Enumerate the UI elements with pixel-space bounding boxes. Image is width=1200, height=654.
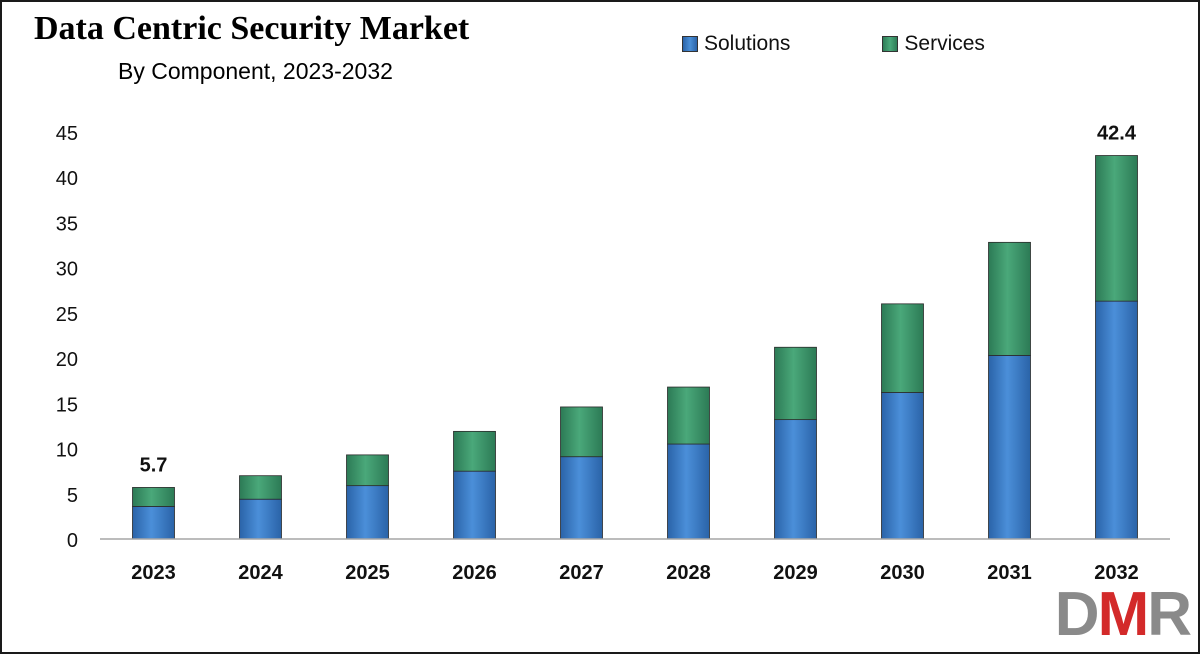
bar-solutions-2030	[881, 392, 924, 540]
legend-item-services: Services	[882, 32, 985, 56]
y-tick-label: 40	[56, 168, 78, 190]
legend-swatch-solutions	[682, 36, 698, 52]
chart-subtitle: By Component, 2023-2032	[118, 58, 393, 84]
chart-title: Data Centric Security Market	[34, 10, 470, 47]
bar-solutions-2026	[453, 470, 496, 540]
data-label-2032: 42.4	[1097, 123, 1137, 145]
bar-services-2025	[346, 454, 389, 487]
y-tick-label: 15	[56, 394, 78, 416]
bar-services-2031	[988, 241, 1031, 356]
legend: Solutions Services	[682, 32, 985, 56]
y-tick-label: 35	[56, 213, 78, 235]
x-axis: 2023 2024 2025 2026 2027 2028 2029 2030 2031 2032	[100, 538, 1170, 584]
y-tick-label: 45	[56, 123, 78, 145]
logo-letter-r: R	[1147, 580, 1192, 649]
bar-services-2023	[132, 487, 175, 507]
y-tick-label: 20	[56, 349, 78, 371]
bar-solutions-2032	[1095, 300, 1138, 540]
x-tick-label: 2024	[238, 562, 283, 584]
y-tick-label: 25	[56, 304, 78, 326]
y-tick-label: 5	[67, 485, 78, 507]
y-tick-label: 30	[56, 259, 78, 281]
bar-solutions-2024	[239, 498, 282, 540]
y-tick-label: 0	[67, 530, 78, 552]
bar-solutions-2028	[667, 443, 710, 540]
x-tick-label: 2031	[987, 562, 1032, 584]
y-axis: 0 5 10 15 20 25 30 35 40 45	[56, 123, 78, 552]
bars	[132, 155, 1138, 540]
bar-services-2028	[667, 386, 710, 445]
logo-letter-m: M	[1097, 580, 1150, 649]
x-tick-label: 2028	[666, 562, 711, 584]
data-label-2023: 5.7	[140, 454, 168, 476]
x-tick-label: 2032	[1094, 562, 1139, 584]
dmr-logo: DMR	[1055, 584, 1192, 646]
legend-swatch-services	[882, 36, 899, 52]
legend-label-services: Services	[904, 32, 985, 55]
x-tick-label: 2025	[345, 562, 390, 584]
bar-services-2027	[560, 406, 603, 458]
bar-solutions-2025	[346, 485, 389, 540]
legend-item-solutions: Solutions	[682, 32, 790, 56]
x-tick-label: 2029	[773, 562, 818, 584]
x-tick-label: 2026	[452, 562, 497, 584]
bar-services-2029	[774, 346, 817, 421]
x-tick-label: 2027	[559, 562, 604, 584]
bar-services-2032	[1095, 155, 1138, 302]
logo-letter-d: D	[1054, 580, 1100, 649]
bar-solutions-2029	[774, 419, 817, 540]
x-tick-label: 2030	[880, 562, 925, 584]
x-tick-label: 2023	[131, 562, 176, 584]
bar-services-2030	[881, 303, 924, 393]
y-tick-label: 10	[56, 440, 78, 462]
bar-services-2026	[453, 430, 496, 472]
bar-solutions-2027	[560, 456, 603, 540]
bar-solutions-2023	[132, 506, 175, 540]
bar-solutions-2031	[988, 354, 1031, 540]
data-labels: 5.7 42.4	[140, 123, 1137, 477]
legend-label-solutions: Solutions	[704, 32, 791, 55]
bar-services-2024	[239, 475, 282, 500]
